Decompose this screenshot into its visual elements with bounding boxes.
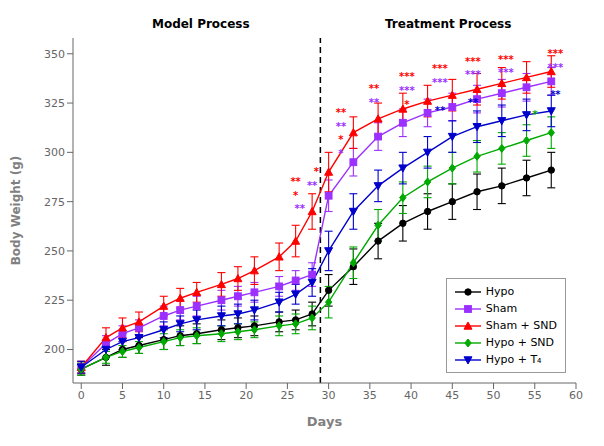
svg-text:**: ** [435,105,446,116]
svg-text:***: *** [465,69,481,80]
svg-text:***: *** [498,67,514,78]
svg-text:200: 200 [44,343,65,356]
svg-text:**: ** [550,89,561,100]
svg-text:**: ** [369,97,380,108]
svg-text:**: ** [468,97,479,108]
svg-text:20: 20 [239,389,253,402]
svg-text:60: 60 [569,389,583,402]
svg-text:225: 225 [44,294,65,307]
svg-text:55: 55 [528,389,542,402]
svg-text:***: *** [498,54,514,65]
svg-text:325: 325 [44,97,65,110]
svg-text:***: *** [399,71,415,82]
svg-text:Body Weight (g): Body Weight (g) [9,156,23,266]
svg-text:Model Process: Model Process [152,17,250,31]
svg-text:250: 250 [44,245,65,258]
svg-text:*: * [314,166,320,177]
svg-text:35: 35 [363,389,377,402]
svg-text:***: *** [548,48,564,59]
svg-text:5: 5 [119,389,126,402]
html-text:Hypo: Hypo [485,285,515,298]
svg-text:50: 50 [487,389,501,402]
svg-text:**: ** [295,203,306,214]
html-text:Sham + SND: Sham + SND [485,319,557,332]
svg-text:***: *** [399,85,415,96]
html-text:Sham: Sham [485,302,518,315]
svg-text:*: * [293,190,299,201]
svg-text:10: 10 [157,389,171,402]
svg-text:25: 25 [280,389,294,402]
html-text:Hypo + T₄: Hypo + T₄ [485,353,542,366]
svg-text:***: *** [465,56,481,67]
svg-text:***: *** [432,63,448,74]
svg-text:*: * [532,109,538,120]
svg-text:*: * [404,99,410,110]
svg-text:30: 30 [322,389,336,402]
svg-text:***: *** [548,62,564,73]
svg-text:**: ** [290,176,301,187]
svg-text:45: 45 [445,389,459,402]
svg-text:300: 300 [44,146,65,159]
svg-text:15: 15 [198,389,212,402]
svg-text:Days: Days [307,414,343,429]
svg-text:***: *** [432,77,448,88]
svg-text:0: 0 [78,389,85,402]
svg-text:**: ** [336,121,347,132]
svg-text:*: * [338,148,344,159]
svg-text:*: * [338,134,344,145]
svg-text:**: ** [369,83,380,94]
svg-text:**: ** [336,107,347,118]
svg-text:40: 40 [404,389,418,402]
svg-text:Treatment Process: Treatment Process [385,17,511,31]
html-text:Hypo + SND: Hypo + SND [485,336,555,349]
svg-text:350: 350 [44,48,65,61]
svg-text:**: ** [307,180,318,191]
svg-text:275: 275 [44,196,65,209]
